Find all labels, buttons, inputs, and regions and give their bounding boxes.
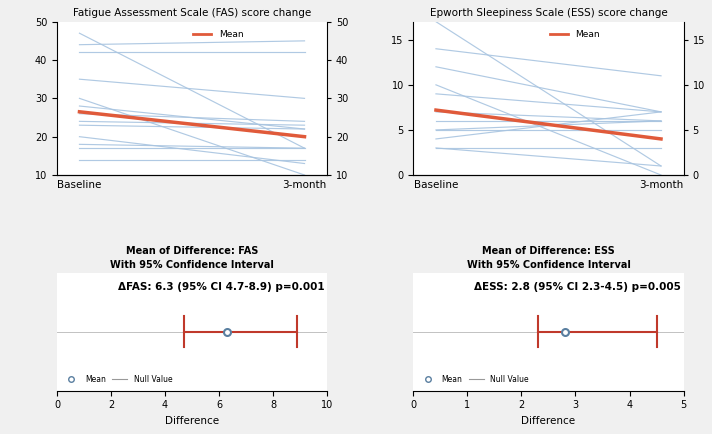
Title: Mean of Difference: ESS
With 95% Confidence Interval: Mean of Difference: ESS With 95% Confide… (466, 247, 630, 270)
Text: ΔFAS: 6.3 (95% CI 4.7-8.9) p=0.001: ΔFAS: 6.3 (95% CI 4.7-8.9) p=0.001 (117, 282, 325, 292)
X-axis label: Difference: Difference (165, 416, 219, 426)
X-axis label: Difference: Difference (521, 416, 575, 426)
Legend: Mean, Null Value: Mean, Null Value (417, 372, 532, 387)
Title: Fatigue Assessment Scale (FAS) score change: Fatigue Assessment Scale (FAS) score cha… (73, 8, 311, 18)
Title: Epworth Sleepiness Scale (ESS) score change: Epworth Sleepiness Scale (ESS) score cha… (429, 8, 667, 18)
Legend: Mean: Mean (190, 26, 247, 43)
Title: Mean of Difference: FAS
With 95% Confidence Interval: Mean of Difference: FAS With 95% Confide… (110, 247, 274, 270)
Legend: Mean, Null Value: Mean, Null Value (61, 372, 175, 387)
Legend: Mean: Mean (546, 26, 603, 43)
Text: ΔESS: 2.8 (95% CI 2.3-4.5) p=0.005: ΔESS: 2.8 (95% CI 2.3-4.5) p=0.005 (474, 282, 681, 292)
